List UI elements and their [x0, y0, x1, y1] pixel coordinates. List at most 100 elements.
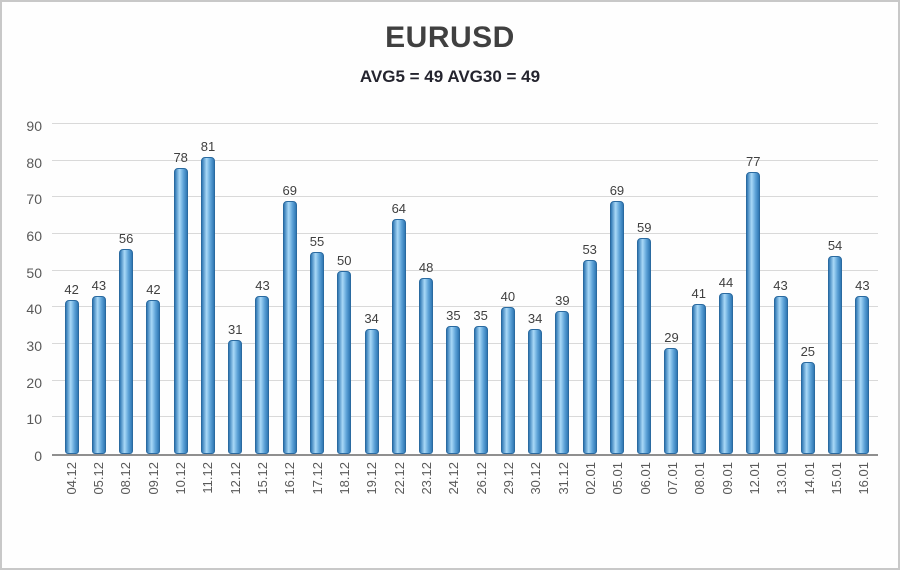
gridline [52, 306, 878, 308]
x-tick: 22.12 [386, 462, 413, 520]
x-tick-label: 24.12 [446, 462, 462, 495]
bar [91, 296, 106, 454]
bar-column: 48 [412, 260, 439, 454]
bar-value-label: 43 [855, 278, 870, 294]
bar-column: 78 [167, 150, 194, 454]
bar-value-label: 77 [746, 153, 761, 169]
bar [609, 201, 624, 454]
bar-value-label: 44 [718, 274, 734, 290]
x-tick-label: 09.12 [145, 462, 161, 495]
y-axis: 0 10 20 30 40 50 60 70 80 90 [2, 118, 52, 464]
gridline [52, 233, 878, 234]
x-tick-label: 16.12 [282, 462, 298, 495]
gridline [52, 269, 878, 271]
bar-value-label: 35 [446, 307, 461, 323]
x-tick: 16.01 [851, 462, 878, 520]
y-tick-label: 50 [26, 264, 42, 281]
x-tick: 11.12 [195, 462, 222, 520]
x-tick: 09.01 [714, 462, 741, 520]
gridline [52, 416, 878, 418]
bar [637, 237, 652, 454]
bar-value-label: 34 [364, 311, 379, 327]
bar-column: 54 [821, 238, 848, 454]
x-tick: 26.12 [468, 462, 495, 520]
x-tick: 06.01 [632, 462, 659, 520]
x-tick-label: 15.12 [254, 462, 270, 495]
x-tick-label: 29.12 [500, 462, 516, 495]
bar-value-label: 53 [582, 241, 597, 257]
bar [119, 248, 134, 454]
bar [419, 278, 434, 454]
bar-value-label: 78 [173, 150, 188, 165]
x-tick-label: 09.01 [719, 462, 735, 495]
y-tick-label: 30 [26, 338, 42, 354]
x-tick: 10.12 [167, 462, 194, 520]
bar-column: 69 [276, 183, 303, 454]
bar-column: 59 [631, 220, 658, 454]
x-tick-label: 18.12 [336, 462, 352, 495]
x-tick-label: 08.01 [692, 462, 708, 495]
bar-column: 35 [440, 308, 467, 454]
gridline [52, 123, 878, 124]
x-tick-label: 31.12 [555, 462, 571, 495]
x-axis: 04.12 05.12 08.12 09.12 10.12 11.12 12.12 15.12… [2, 462, 898, 520]
x-tick-label: 02.01 [582, 462, 598, 495]
bar-value-label: 69 [609, 183, 625, 198]
bar [173, 168, 188, 454]
y-tick-label: 40 [26, 301, 42, 318]
bar-value-label: 42 [146, 282, 161, 297]
bar-column: 43 [85, 278, 112, 454]
bar [800, 362, 815, 454]
chart-title: EURUSD [385, 21, 515, 54]
bar-column: 31 [222, 322, 249, 454]
x-tick-label: 26.12 [473, 462, 489, 495]
x-tick-label: 15.01 [828, 462, 844, 495]
plot-area: 42 43 56 42 78 81 31 43 69 55 50 34 64 48 35 35 40 34 39 53… [52, 123, 878, 456]
x-tick: 19.12 [359, 462, 386, 520]
bar-value-label: 50 [337, 252, 352, 268]
bar-column: 77 [740, 154, 767, 454]
bar-column: 34 [358, 311, 385, 454]
bar [282, 201, 297, 454]
y-tick-label: 90 [26, 118, 42, 134]
bar [364, 329, 379, 454]
bar-column: 41 [685, 286, 712, 454]
x-tick: 08.12 [113, 462, 140, 520]
bar-column: 50 [331, 253, 358, 454]
bar-column: 56 [113, 231, 140, 454]
bar [337, 270, 352, 454]
bar [582, 259, 597, 454]
x-tick-label: 07.01 [664, 462, 680, 495]
bar [473, 325, 488, 454]
bar-column: 69 [603, 183, 630, 454]
x-axis-spacer [2, 462, 52, 520]
bar [773, 296, 788, 454]
x-tick: 08.01 [687, 462, 714, 520]
gridline [52, 159, 878, 161]
bar-value-label: 35 [473, 307, 488, 323]
y-tick-label: 10 [26, 411, 42, 428]
bar-value-label: 39 [555, 293, 570, 308]
bar-value-label: 29 [664, 329, 679, 345]
bar-value-label: 25 [800, 344, 816, 360]
x-tick: 12.12 [222, 462, 249, 520]
gridline [52, 196, 878, 198]
x-tick: 16.12 [277, 462, 304, 520]
x-tick-label: 30.12 [528, 462, 544, 495]
bars: 42 43 56 42 78 81 31 43 69 55 50 34 64 48 35 35 40 34 39 53… [58, 126, 876, 454]
bar-value-label: 34 [527, 311, 543, 327]
bar-column: 43 [249, 278, 276, 454]
bar-value-label: 56 [118, 230, 134, 246]
x-tick: 31.12 [550, 462, 577, 520]
bar-column: 25 [794, 344, 821, 454]
x-tick: 29.12 [495, 462, 522, 520]
x-tick: 05.01 [605, 462, 632, 520]
x-tick-label: 05.01 [610, 462, 626, 495]
bar [391, 219, 406, 454]
bar-column: 35 [467, 308, 494, 454]
chart-area: 0 10 20 30 40 50 60 70 80 90 42 43 56 42 78 81 31 43 69 55… [2, 118, 898, 464]
x-tick-label: 23.12 [418, 462, 434, 495]
y-tick-label: 20 [26, 374, 42, 391]
bar [500, 307, 515, 454]
bar-value-label: 64 [391, 201, 407, 217]
